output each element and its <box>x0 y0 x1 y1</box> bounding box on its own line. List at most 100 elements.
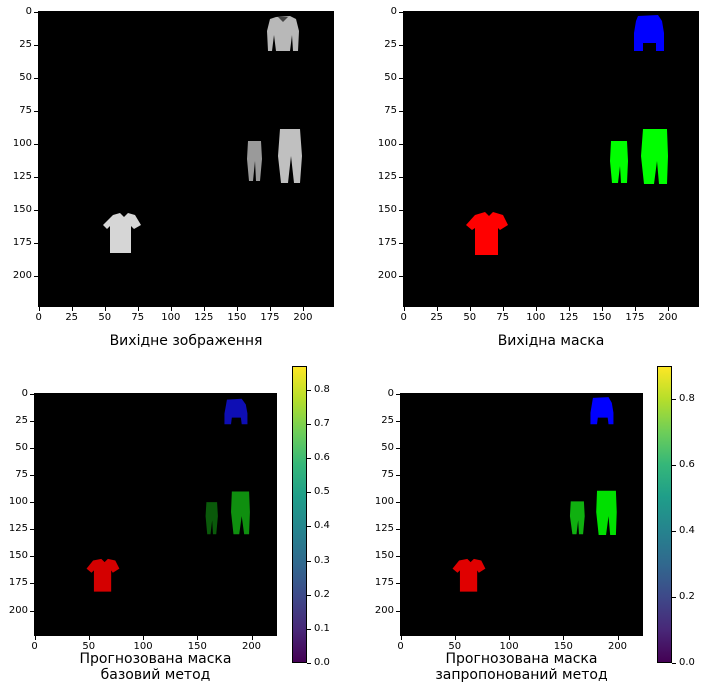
x-tick-mark <box>38 307 40 311</box>
x-tick-mark <box>535 307 537 311</box>
y-tick-mark <box>30 420 34 422</box>
base-large-pants-mask <box>231 491 250 535</box>
y-tick-mark <box>396 556 400 558</box>
y-tick-label: 0 <box>21 387 28 399</box>
y-tick-label: 125 <box>12 170 32 182</box>
y-tick-mark <box>30 610 34 612</box>
x-tick-label: 100 <box>133 641 153 652</box>
y-tick-mark <box>399 143 403 145</box>
x-tick-label: 25 <box>430 312 444 323</box>
x-tick-label: 200 <box>293 312 313 323</box>
x-tick-mark <box>601 307 603 311</box>
x-tick-label: 150 <box>227 312 247 323</box>
colorbar-tick-mark <box>672 399 676 400</box>
x-tick-mark <box>170 307 172 311</box>
colorbar-tick-label: 0.4 <box>679 525 695 536</box>
x-tick-label: 0 <box>35 312 42 323</box>
colorbar-tick-label: 0.1 <box>314 622 330 634</box>
x-tick-mark <box>137 307 139 311</box>
proposed-sweater-mask <box>590 397 614 425</box>
colorbar-tick-label: 0.2 <box>314 588 330 600</box>
base-caption-line1: Прогнозована маска <box>79 651 232 667</box>
colorbar-tick-label: 0.6 <box>679 459 695 470</box>
y-tick-mark <box>399 77 403 79</box>
colorbar-tick-label: 0.5 <box>314 486 330 498</box>
colorbar-tick-label: 0.2 <box>679 591 695 602</box>
x-tick-mark <box>104 307 106 311</box>
y-tick-label: 100 <box>377 137 397 149</box>
y-tick-label: 25 <box>381 414 394 426</box>
x-tick-mark <box>269 307 271 311</box>
x-tick-label: 50 <box>82 641 96 652</box>
colorbar-tick-mark <box>307 560 311 562</box>
input-caption: Вихідне зображення <box>109 333 263 349</box>
y-tick-mark <box>399 176 403 178</box>
x-tick-label: 200 <box>658 312 678 323</box>
x-tick-mark <box>509 636 511 640</box>
y-tick-mark <box>396 474 400 476</box>
colorbar-tick-mark <box>307 628 311 630</box>
x-tick-mark <box>436 307 438 311</box>
sweater-neck <box>278 17 288 22</box>
y-tick-label: 150 <box>8 550 28 562</box>
y-tick-mark <box>399 110 403 112</box>
y-tick-label: 25 <box>19 38 32 50</box>
gt-sweater-mask <box>634 15 664 51</box>
x-tick-mark <box>71 307 73 311</box>
y-tick-mark <box>396 583 400 585</box>
base-colorbar <box>292 366 307 663</box>
y-tick-mark <box>399 275 403 277</box>
y-tick-label: 200 <box>8 604 28 616</box>
x-tick-mark <box>34 636 36 640</box>
y-tick-mark <box>34 275 38 277</box>
x-tick-label: 150 <box>553 641 573 652</box>
y-tick-label: 175 <box>377 236 397 248</box>
x-tick-mark <box>251 636 253 640</box>
x-tick-mark <box>667 307 669 311</box>
x-tick-label: 100 <box>161 312 181 323</box>
y-tick-mark <box>34 11 38 13</box>
y-tick-mark <box>399 11 403 13</box>
pred-proposed-canvas <box>452 397 617 592</box>
y-tick-label: 100 <box>374 496 394 508</box>
y-tick-mark <box>30 556 34 558</box>
x-tick-label: 100 <box>499 641 519 652</box>
colorbar-tick-mark <box>672 531 676 532</box>
y-tick-label: 150 <box>12 203 32 215</box>
pred-base-canvas <box>86 398 250 592</box>
y-tick-mark <box>399 44 403 46</box>
colorbar-tick-label: 0.8 <box>314 383 330 395</box>
gt-mask-image <box>403 11 699 307</box>
colorbar-tick-mark <box>307 424 311 426</box>
y-tick-mark <box>30 502 34 504</box>
small-pants-garment <box>247 141 262 181</box>
y-tick-label: 50 <box>384 71 397 83</box>
colorbar-tick-label: 0.8 <box>679 393 695 404</box>
colorbar-tick-mark <box>307 492 311 494</box>
y-tick-mark <box>399 242 403 244</box>
x-tick-label: 75 <box>496 312 510 323</box>
y-tick-label: 175 <box>12 236 32 248</box>
colorbar-tick-mark <box>307 389 311 391</box>
y-tick-label: 75 <box>381 468 394 480</box>
base-sweater-mask <box>224 398 248 425</box>
x-tick-mark <box>88 636 90 640</box>
colorbar-tick-label: 0.6 <box>314 452 330 464</box>
y-tick-label: 150 <box>374 550 394 562</box>
x-tick-mark <box>617 636 619 640</box>
y-tick-mark <box>396 420 400 422</box>
y-tick-label: 75 <box>15 468 28 480</box>
gt-mask-canvas <box>466 15 668 255</box>
gt-axes-frame <box>403 11 699 307</box>
proposed-caption: Прогнозована маска запропонований метод <box>400 651 643 683</box>
base-small-pants-mask <box>205 502 218 535</box>
base-caption-line2: базовий метод <box>100 667 211 683</box>
x-tick-mark <box>203 307 205 311</box>
pred-base-image <box>34 393 277 636</box>
x-tick-label: 200 <box>241 641 262 652</box>
colorbar-tick-mark <box>672 663 676 664</box>
x-tick-label: 150 <box>592 312 612 323</box>
x-tick-mark <box>400 636 402 640</box>
colorbar-tick-mark <box>672 465 676 466</box>
x-tick-mark <box>563 636 565 640</box>
